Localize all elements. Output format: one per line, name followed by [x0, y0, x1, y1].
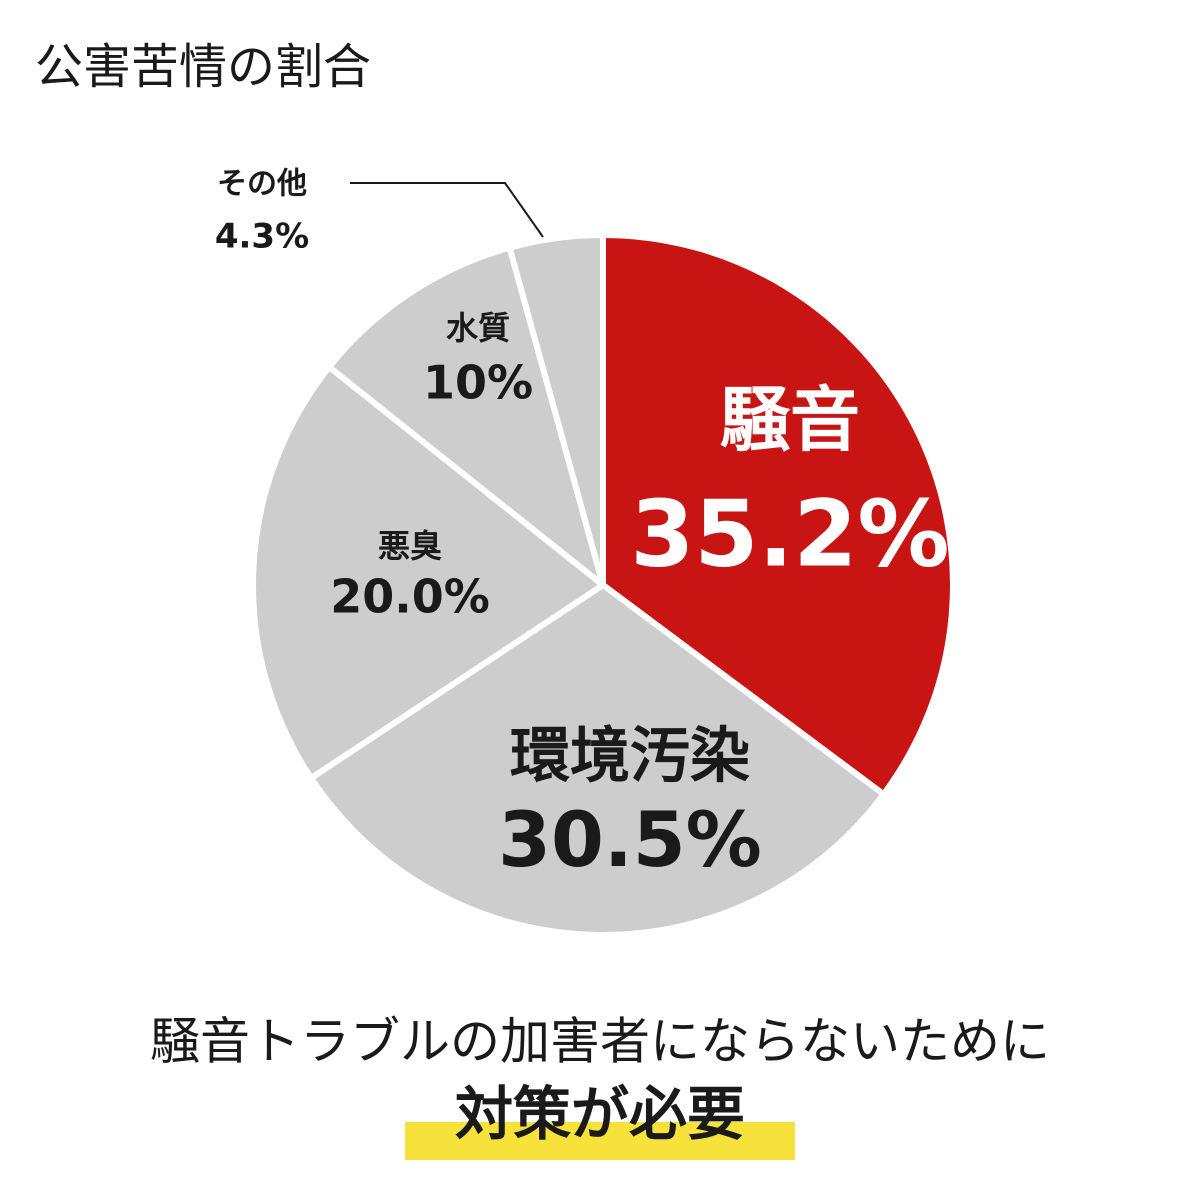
pie-slice	[250, 364, 606, 782]
slice-label: 環境汚染	[510, 722, 750, 792]
slice-value: 10%	[423, 356, 533, 410]
pie-slice	[326, 244, 606, 588]
leader-line	[350, 182, 544, 238]
slice-value: 35.2%	[630, 480, 949, 587]
pie-slice	[600, 232, 956, 798]
footer-text: 騒音トラブルの加害者にならないために	[150, 1013, 1050, 1071]
pie-slice	[308, 582, 887, 938]
pie	[250, 232, 956, 938]
highlight	[405, 1122, 795, 1160]
chart-title: 公害苦情の割合	[35, 39, 371, 95]
pie-slice	[506, 232, 606, 588]
slice-label: 悪臭	[378, 527, 442, 565]
slice-value: 4.3%	[215, 217, 309, 257]
slice-label: 水質	[446, 309, 510, 347]
slice-value: 30.5%	[498, 795, 762, 884]
slice-label: その他	[217, 167, 307, 202]
slice-label: 騒音	[720, 379, 860, 461]
slice-value: 20.0%	[330, 570, 490, 624]
footer-emphasis: 対策が必要	[455, 1080, 745, 1148]
